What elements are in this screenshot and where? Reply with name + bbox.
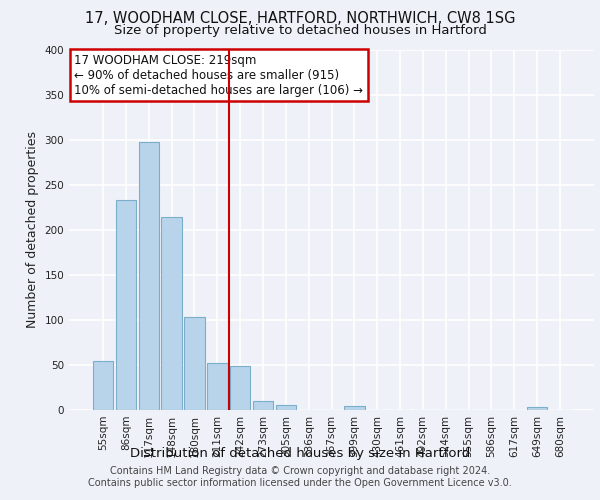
Text: Distribution of detached houses by size in Hartford: Distribution of detached houses by size … (130, 448, 470, 460)
Text: Contains HM Land Registry data © Crown copyright and database right 2024.
Contai: Contains HM Land Registry data © Crown c… (88, 466, 512, 487)
Bar (184, 318, 205, 410)
Bar (93, 360, 113, 410)
Bar (527, 408, 547, 410)
Bar (116, 200, 136, 410)
Bar (230, 366, 250, 410)
Bar (275, 404, 296, 410)
Y-axis label: Number of detached properties: Number of detached properties (26, 132, 39, 328)
Bar (344, 406, 365, 410)
Text: 17, WOODHAM CLOSE, HARTFORD, NORTHWICH, CW8 1SG: 17, WOODHAM CLOSE, HARTFORD, NORTHWICH, … (85, 11, 515, 26)
Bar (139, 142, 159, 410)
Text: 17 WOODHAM CLOSE: 219sqm
← 90% of detached houses are smaller (915)
10% of semi-: 17 WOODHAM CLOSE: 219sqm ← 90% of detach… (74, 54, 363, 96)
Bar (253, 401, 273, 410)
Bar (161, 216, 182, 410)
Text: Size of property relative to detached houses in Hartford: Size of property relative to detached ho… (113, 24, 487, 37)
Bar (207, 363, 227, 410)
